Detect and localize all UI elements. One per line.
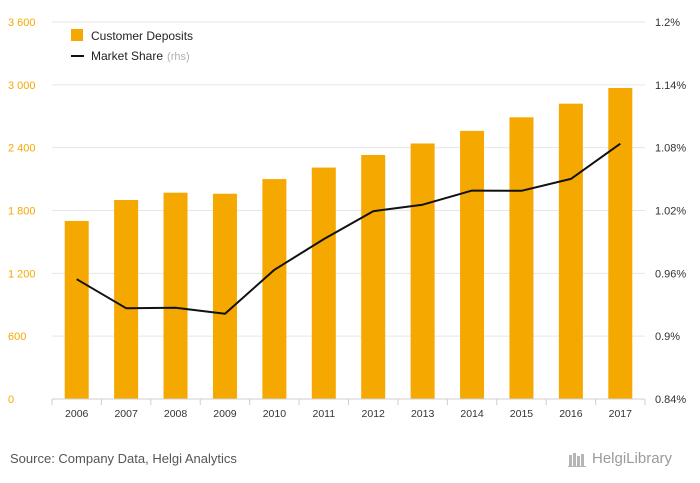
x-tick-label: 2007 <box>114 408 138 420</box>
legend-label-deposits: Customer Deposits <box>91 29 193 43</box>
x-tick-label: 2015 <box>510 408 534 420</box>
bar-2012 <box>361 154 386 399</box>
x-tick-label: 2010 <box>263 408 287 420</box>
bar-2017 <box>608 87 633 399</box>
y-right-tick-label: 1.14% <box>655 80 686 92</box>
x-tick-label: 2017 <box>609 408 633 420</box>
bar-2006 <box>64 220 89 399</box>
y-right-tick-label: 0.96% <box>655 268 686 280</box>
y-axis-left-ticks: 0 600 1 200 1 800 2 400 3 000 3 600 <box>8 17 36 406</box>
bar-2009 <box>212 193 237 399</box>
x-tick-label: 2006 <box>65 408 89 420</box>
x-tick-label: 2014 <box>460 408 484 420</box>
x-tick-label: 2012 <box>362 408 386 420</box>
y-right-tick-label: 1.2% <box>655 17 680 29</box>
y-left-tick-label: 1 800 <box>8 206 36 218</box>
bar-2013 <box>410 143 435 399</box>
y-left-tick-label: 600 <box>8 331 26 343</box>
brand-logo: HelgiLibrary <box>568 450 672 467</box>
legend-note-rhs: (rhs) <box>167 51 190 63</box>
y-axis-right-ticks: 0.84% 0.9% 0.96% 1.02% 1.08% 1.14% 1.2% <box>655 17 686 406</box>
x-tick-label: 2008 <box>164 408 188 420</box>
line-series-market-share <box>76 142 621 315</box>
bar-2010 <box>262 179 287 399</box>
bar-2015 <box>509 117 534 399</box>
x-tick-label: 2011 <box>312 408 335 420</box>
legend-label-market-share: Market Share <box>91 49 163 63</box>
y-left-tick-label: 0 <box>8 394 14 406</box>
gridlines <box>52 21 645 337</box>
legend-swatch-deposits <box>71 29 83 41</box>
bar-2011 <box>311 167 336 399</box>
library-icon <box>568 452 586 467</box>
y-left-tick-label: 1 200 <box>8 268 36 280</box>
bar-series-customer-deposits <box>64 87 633 399</box>
brand-name: HelgiLibrary <box>592 450 673 467</box>
x-axis-ticks: 2006 2007 2008 2009 2010 2011 2012 2013 2014 2015… <box>51 399 646 420</box>
y-left-tick-label: 3 000 <box>8 80 36 92</box>
legend: Customer Deposits Market Share (rhs) <box>71 29 193 63</box>
svg-text:Market Share(rhs): Market Share (rhs) <box>91 49 190 63</box>
y-right-tick-label: 0.84% <box>655 394 686 406</box>
y-right-tick-label: 1.02% <box>655 206 686 218</box>
x-tick-label: 2016 <box>559 408 583 420</box>
bar-2016 <box>558 103 583 399</box>
market-share-line <box>76 142 621 315</box>
x-tick-label: 2013 <box>411 408 435 420</box>
x-tick-label: 2009 <box>213 408 237 420</box>
y-left-tick-label: 2 400 <box>8 143 36 155</box>
y-right-tick-label: 0.9% <box>655 331 680 343</box>
y-left-tick-label: 3 600 <box>8 17 36 29</box>
y-right-tick-label: 1.08% <box>655 143 686 155</box>
bar-2014 <box>460 130 485 399</box>
bar-2007 <box>114 200 139 399</box>
bar-2008 <box>163 192 188 399</box>
source-note: Source: Company Data, Helgi Analytics <box>10 451 237 466</box>
